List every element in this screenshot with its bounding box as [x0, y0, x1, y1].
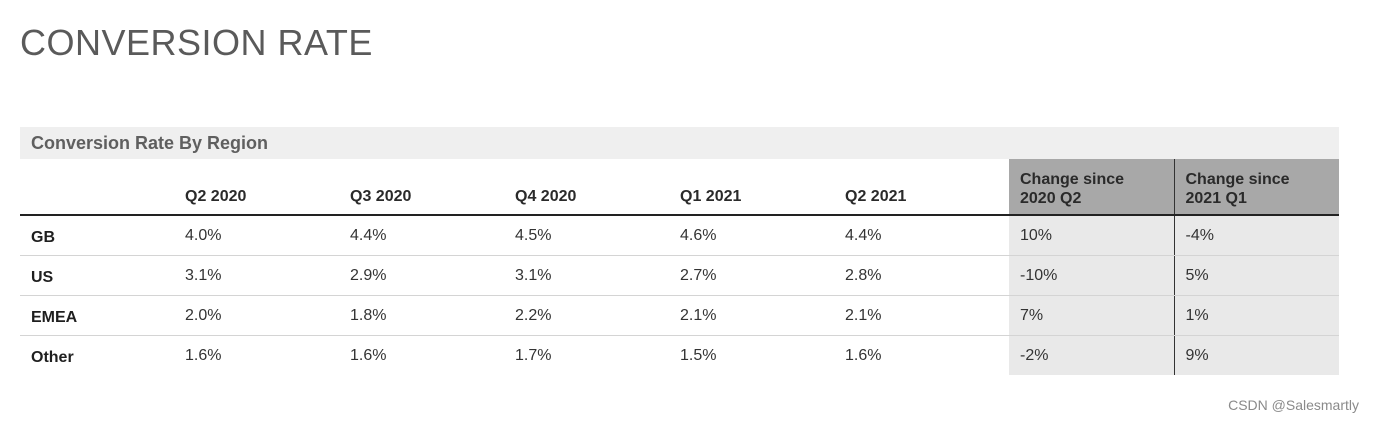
header-change-2021q1-line1: Change since: [1185, 171, 1290, 188]
cell-q2-2020: 4.0%: [185, 215, 350, 256]
header-q3-2020: Q3 2020: [350, 159, 515, 216]
cell-q1-2021: 4.6%: [680, 215, 845, 256]
cell-q2-2020: 2.0%: [185, 295, 350, 336]
cell-q4-2020: 1.7%: [515, 346, 552, 364]
header-change-2021q1-line2: 2021 Q1: [1185, 190, 1247, 207]
header-q2-2021: Q2 2021: [845, 159, 1009, 216]
header-change-2020q2-line2: 2020 Q2: [1020, 190, 1082, 207]
cell-change-2021q1: 9%: [1173, 335, 1339, 375]
page-title: CONVERSION RATE: [20, 22, 373, 63]
cell-change-2021q1: -4%: [1173, 215, 1339, 256]
cell-q3-2020: 4.4%: [350, 215, 515, 256]
cell-q4-2020: 2.2%: [515, 295, 680, 336]
watermark: CSDN @Salesmartly: [1228, 397, 1359, 413]
header-change-2020q2-line1: Change since: [1020, 171, 1125, 188]
cell-change-2020q2: 10%: [1009, 215, 1174, 256]
cell-change-2021q1: 5%: [1173, 255, 1339, 296]
header-q1-2021: Q1 2021: [680, 159, 845, 216]
row-region: US: [20, 255, 185, 296]
table-row: EMEA 2.0% 1.8% 2.2% 2.1% 2.1% 7% 1%: [20, 295, 1339, 336]
cell-q2-2020: 3.1%: [185, 255, 350, 296]
cell-q2-2021: 2.8%: [845, 255, 1009, 296]
cell-change-2021q1: 1%: [1173, 295, 1339, 336]
table-row: GB 4.0% 4.4% 4.5% 4.6% 4.4% 10% -4%: [20, 215, 1339, 256]
table-header-row: Q2 2020 Q3 2020 Q4 2020 Q1 2021 Q2 2021 …: [20, 159, 1339, 216]
header-region: [20, 159, 185, 216]
header-change-since-2020-q2: Change since 2020 Q2: [1009, 159, 1174, 216]
cell-q3-2020: 2.9%: [350, 255, 515, 296]
table-row: US 3.1% 2.9% 3.1% 2.7% 2.8% -10% 5%: [20, 255, 1339, 296]
cell-q1-2021: 2.7%: [680, 255, 845, 296]
cell-q3-2020: 1.8%: [350, 295, 515, 336]
cell-change-2020q2: -10%: [1009, 255, 1174, 296]
cell-q2-2021: 1.6%: [845, 346, 882, 364]
cell-q2-2021: 4.4%: [845, 215, 1009, 256]
cell-q2-2021: 2.1%: [845, 295, 1009, 336]
cell-q1-2021: 1.5%: [680, 346, 717, 364]
table-row: Other 1.6% 1.6% 1.7% 1.5% 1.6% -2% 9%: [20, 335, 1339, 375]
header-q2-2020: Q2 2020: [185, 159, 350, 216]
cell-change-2020q2: -2%: [1009, 335, 1174, 375]
header-change-since-2021-q1: Change since 2021 Q1: [1173, 159, 1339, 216]
cell-q4-2020: 3.1%: [515, 255, 680, 296]
row-region: Other: [31, 348, 74, 366]
header-q4-2020: Q4 2020: [515, 159, 680, 216]
conversion-rate-table: Q2 2020 Q3 2020 Q4 2020 Q1 2021 Q2 2021 …: [20, 159, 1339, 375]
row-region: EMEA: [20, 295, 185, 336]
table-section-title: Conversion Rate By Region: [20, 127, 1339, 159]
row-region: GB: [20, 215, 185, 256]
cell-q3-2020: 1.6%: [350, 346, 387, 364]
cell-change-2020q2: 7%: [1009, 295, 1174, 336]
cell-q2-2020: 1.6%: [185, 346, 222, 364]
cell-q1-2021: 2.1%: [680, 295, 845, 336]
cell-q4-2020: 4.5%: [515, 215, 680, 256]
conversion-rate-table-section: Conversion Rate By Region Q2 2020 Q3 202…: [20, 127, 1339, 375]
